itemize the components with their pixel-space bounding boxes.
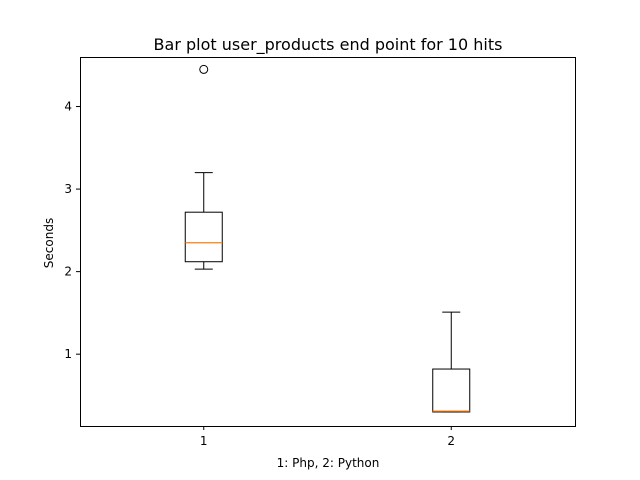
outlier-point xyxy=(199,64,209,74)
plot-frame xyxy=(80,57,576,427)
chart-title: Bar plot user_products end point for 10 … xyxy=(154,35,503,55)
box-2 xyxy=(432,311,471,413)
y-tick-label: 1 xyxy=(64,347,72,361)
x-tick-label: 1 xyxy=(200,434,208,448)
y-tick-label: 3 xyxy=(64,182,72,196)
x-axis-label: 1: Php, 2: Python xyxy=(277,456,380,470)
box-1 xyxy=(184,64,223,270)
box-iqr xyxy=(184,211,223,263)
box-iqr xyxy=(432,368,471,413)
plot-area xyxy=(184,64,471,413)
y-axis-label: Seconds xyxy=(42,218,56,268)
y-tick-label: 2 xyxy=(64,265,72,279)
x-tick-label: 2 xyxy=(447,434,455,448)
y-tick-label: 4 xyxy=(64,100,72,114)
